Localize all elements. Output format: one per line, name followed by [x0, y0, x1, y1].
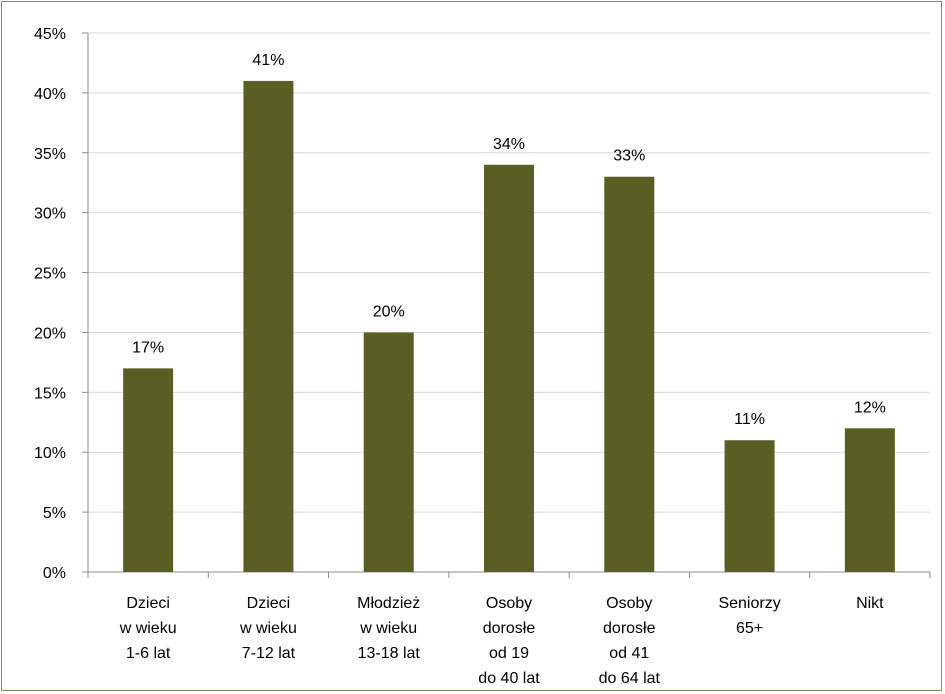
x-category-label-line: 13-18 lat — [358, 645, 421, 662]
y-tick-label: 45% — [34, 26, 66, 43]
bar — [363, 332, 414, 572]
bar — [243, 80, 294, 573]
x-category-label: Nikt — [856, 595, 884, 612]
x-category-label: Dzieci w wieku 7-12 lat — [239, 595, 297, 662]
x-category-label-line: dorosłe — [483, 620, 536, 637]
bar — [123, 368, 174, 572]
y-tick-label: 25% — [34, 266, 66, 283]
y-tick-label: 20% — [34, 325, 66, 342]
x-category-label-line: Nikt — [856, 595, 884, 612]
x-category-label-line: do 64 lat — [599, 670, 661, 687]
bar — [604, 176, 655, 572]
x-category-label: Seniorzy 65+ — [718, 595, 780, 637]
x-category-label-line: 7-12 lat — [242, 645, 296, 662]
bar — [724, 440, 775, 572]
x-category-label-line: od 19 — [489, 645, 529, 662]
data-label: 20% — [373, 303, 405, 320]
x-category-label-line: Młodzież — [357, 595, 420, 612]
y-tick-label: 10% — [34, 445, 66, 462]
x-category-label-line: 65+ — [736, 620, 763, 637]
y-tick-label: 0% — [43, 565, 66, 582]
data-label: 41% — [252, 52, 284, 69]
x-category-label-line: w wieku — [359, 620, 417, 637]
x-category-label-line: 1-6 lat — [126, 645, 171, 662]
y-tick-label: 15% — [34, 385, 66, 402]
data-label: 12% — [854, 399, 886, 416]
y-tick-label: 40% — [34, 86, 66, 103]
bar — [484, 164, 534, 572]
x-category-label: Dzieci w wieku 1-6 lat — [119, 595, 177, 662]
x-category-label-line: Dzieci — [126, 595, 170, 612]
data-label: 33% — [613, 148, 645, 165]
x-category-label-line: w wieku — [119, 620, 177, 637]
x-category-label-line: Seniorzy — [718, 595, 780, 612]
x-category-label-line: Dzieci — [247, 595, 291, 612]
data-label: 17% — [132, 339, 164, 356]
x-category-label-line: w wieku — [239, 620, 297, 637]
data-label: 34% — [493, 136, 525, 153]
data-label: 11% — [734, 411, 765, 428]
bar — [844, 428, 895, 572]
x-category-label: Osoby dorosłe od 41 do 64 lat — [599, 595, 661, 687]
x-category-label-line: od 41 — [609, 645, 649, 662]
x-category-label-line: dorosłe — [603, 620, 656, 637]
x-category-label: Młodzież w wieku 13-18 lat — [357, 595, 420, 662]
y-tick-label: 35% — [34, 146, 66, 163]
x-category-label-line: Osoby — [606, 595, 652, 612]
y-tick-label: 30% — [34, 206, 66, 223]
y-tick-label: 5% — [43, 505, 66, 522]
x-category-label: Osoby dorosłe od 19 do 40 lat — [478, 595, 540, 687]
x-category-label-line: do 40 lat — [478, 670, 540, 687]
x-category-label-line: Osoby — [486, 595, 532, 612]
